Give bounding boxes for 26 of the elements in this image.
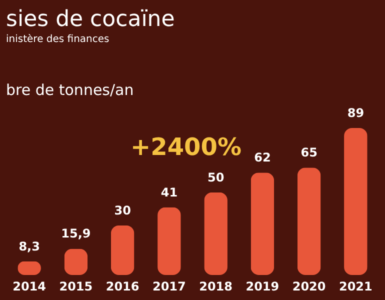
bar — [250, 172, 274, 275]
x-tick-label: 2016 — [106, 280, 140, 294]
x-tick-label: 2015 — [59, 280, 93, 294]
bar — [297, 168, 321, 275]
data-label: 41 — [160, 185, 178, 200]
x-tick-label: 2014 — [12, 280, 46, 294]
data-label: 8,3 — [18, 239, 40, 254]
data-label: 62 — [254, 150, 271, 165]
data-label: 65 — [300, 146, 318, 160]
data-label: 30 — [114, 203, 131, 218]
data-label: 50 — [207, 170, 224, 184]
x-tick-label: 2017 — [152, 280, 186, 294]
bar — [158, 207, 181, 275]
y-axis-title: bre de tonnes/an — [6, 81, 134, 99]
x-tick-label: 2019 — [246, 280, 280, 294]
x-tick-label: 2020 — [292, 280, 326, 294]
data-label: 89 — [347, 106, 364, 120]
bar — [204, 192, 228, 275]
x-tick-label: 2021 — [338, 280, 372, 294]
chart-subtitle: inistère des finances — [6, 34, 110, 45]
annotation: +2400% — [130, 133, 242, 161]
bar — [344, 128, 368, 275]
chart-title: sies de cocaïne — [6, 7, 175, 32]
x-tick-label: 2018 — [199, 280, 233, 294]
bar — [110, 225, 134, 275]
data-label: 15,9 — [61, 226, 91, 241]
